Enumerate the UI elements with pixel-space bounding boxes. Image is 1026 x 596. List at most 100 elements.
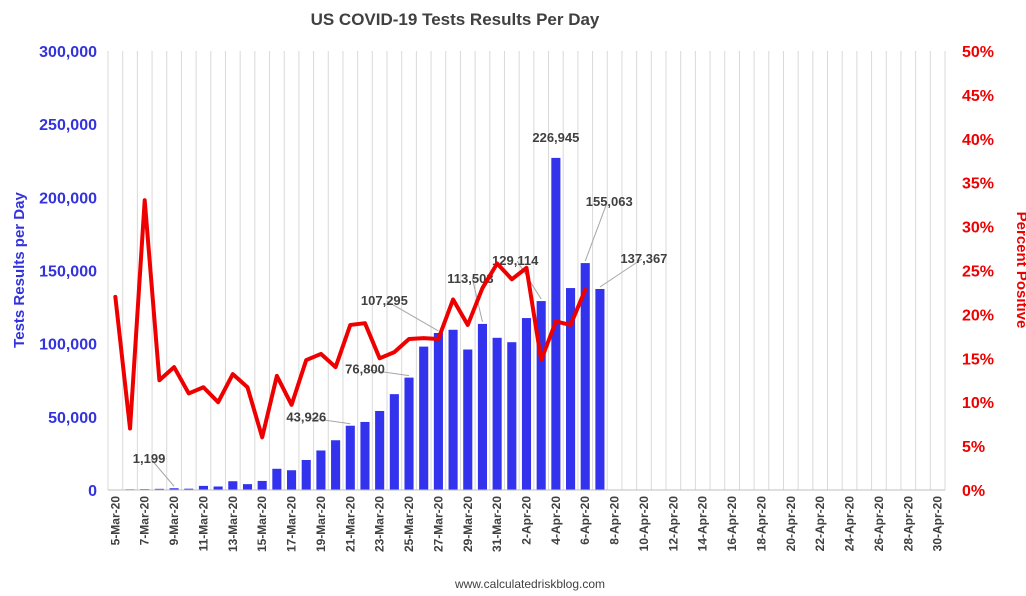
x-tick-label: 6-Apr-20 bbox=[578, 496, 592, 545]
x-tick-label: 2-Apr-20 bbox=[520, 496, 534, 545]
y-tick-label-right: 0% bbox=[962, 483, 985, 500]
y-tick-label-right: 5% bbox=[962, 439, 985, 456]
y-axis-left-title: Tests Results per Day bbox=[11, 192, 28, 348]
data-label: 43,926 bbox=[286, 410, 326, 425]
y-axis-left: 0 50,000 100,000 150,000 200,000 250,000 300,0… bbox=[39, 44, 97, 500]
data-label: 1,199 bbox=[133, 451, 166, 466]
data-label: 76,800 bbox=[345, 362, 385, 377]
percent-positive-line bbox=[113, 198, 588, 440]
x-tick-label: 8-Apr-20 bbox=[608, 496, 622, 545]
bar bbox=[301, 460, 311, 490]
x-tick-label: 15-Mar-20 bbox=[255, 496, 269, 552]
bar bbox=[536, 301, 546, 490]
y-tick-label-right: 45% bbox=[962, 88, 994, 105]
y-tick-label-left: 200,000 bbox=[39, 190, 97, 207]
bar bbox=[213, 486, 223, 490]
y-tick-label-right: 30% bbox=[962, 220, 994, 237]
y-tick-label-left: 150,000 bbox=[39, 264, 97, 281]
bar bbox=[507, 342, 517, 490]
bar bbox=[521, 318, 532, 490]
x-tick-label: 31-Mar-20 bbox=[490, 496, 504, 552]
bar bbox=[404, 377, 414, 490]
bar bbox=[345, 425, 355, 490]
bar bbox=[228, 481, 238, 490]
data-label-leader bbox=[366, 369, 410, 377]
x-tick-label: 30-Apr-20 bbox=[931, 496, 945, 552]
bar bbox=[272, 468, 282, 490]
y-tick-label-left: 250,000 bbox=[39, 117, 97, 134]
x-tick-label: 25-Mar-20 bbox=[402, 496, 416, 552]
y-tick-label-right: 50% bbox=[962, 44, 994, 61]
bar bbox=[463, 349, 473, 490]
bar bbox=[316, 450, 326, 490]
data-label: 137,367 bbox=[620, 251, 667, 266]
line-series bbox=[113, 198, 588, 440]
x-tick-label: 17-Mar-20 bbox=[285, 496, 299, 552]
chart-title: US COVID-19 Tests Results Per Day bbox=[311, 10, 600, 29]
y-tick-label-right: 40% bbox=[962, 132, 994, 149]
bar bbox=[595, 288, 605, 490]
y-tick-label-right: 35% bbox=[962, 176, 994, 193]
y-tick-label-right: 20% bbox=[962, 307, 994, 324]
y-tick-label-left: 300,000 bbox=[39, 44, 97, 61]
x-tick-label: 23-Mar-20 bbox=[373, 496, 387, 552]
data-label: 113,503 bbox=[447, 271, 493, 286]
data-label: 226,945 bbox=[532, 130, 579, 145]
bar bbox=[169, 488, 179, 490]
x-tick-label: 9-Mar-20 bbox=[167, 496, 181, 546]
x-tick-label: 12-Apr-20 bbox=[666, 496, 680, 552]
x-tick-label: 19-Mar-20 bbox=[314, 496, 328, 552]
x-tick-label: 4-Apr-20 bbox=[549, 496, 563, 545]
x-tick-label: 10-Apr-20 bbox=[637, 496, 651, 552]
x-tick-label: 22-Apr-20 bbox=[813, 496, 827, 552]
y-tick-label-left: 100,000 bbox=[39, 337, 97, 354]
x-tick-label: 24-Apr-20 bbox=[843, 496, 857, 552]
bar bbox=[419, 346, 429, 490]
bar bbox=[257, 480, 267, 490]
bar bbox=[448, 329, 458, 490]
bar bbox=[433, 332, 443, 490]
bar bbox=[331, 440, 341, 490]
x-tick-label: 29-Mar-20 bbox=[461, 496, 475, 552]
data-label-leader bbox=[150, 458, 175, 487]
x-tick-label: 20-Apr-20 bbox=[784, 496, 798, 552]
bar bbox=[580, 263, 590, 490]
bar bbox=[566, 288, 576, 490]
bar bbox=[242, 484, 253, 490]
bar bbox=[184, 488, 194, 490]
bar bbox=[198, 485, 208, 490]
x-axis: 5-Mar-20 7-Mar-20 9-Mar-20 11-Mar-20 13-Mar-… bbox=[108, 489, 945, 552]
source-credit: www.calculatedriskblog.com bbox=[454, 577, 605, 591]
bar bbox=[375, 410, 385, 490]
x-tick-label: 11-Mar-20 bbox=[196, 496, 210, 552]
y-axis-right: 0% 5% 10% 15% 20% 25% 30% 35% 40% 45% 50% bbox=[962, 44, 994, 500]
data-label: 129,114 bbox=[492, 253, 539, 268]
data-label: 155,063 bbox=[586, 194, 633, 209]
y-tick-label-left: 0 bbox=[88, 483, 97, 500]
data-label-leader bbox=[584, 201, 608, 262]
y-tick-label-left: 50,000 bbox=[48, 410, 97, 427]
data-label-leader bbox=[308, 417, 351, 425]
x-tick-label: 18-Apr-20 bbox=[754, 496, 768, 552]
x-tick-label: 5-Mar-20 bbox=[108, 496, 122, 546]
bar bbox=[492, 337, 502, 490]
x-tick-label: 28-Apr-20 bbox=[901, 496, 915, 552]
data-label-leader bbox=[599, 258, 643, 288]
y-tick-label-right: 25% bbox=[962, 264, 994, 281]
x-tick-label: 7-Mar-20 bbox=[138, 496, 152, 546]
x-tick-label: 14-Apr-20 bbox=[696, 496, 710, 552]
x-tick-label: 16-Apr-20 bbox=[725, 496, 739, 552]
x-tick-label: 27-Mar-20 bbox=[431, 496, 445, 552]
bar bbox=[360, 421, 370, 490]
y-axis-right-title: Percent Positive bbox=[1013, 212, 1026, 329]
y-tick-label-right: 15% bbox=[962, 351, 994, 368]
bar bbox=[477, 323, 487, 490]
bar bbox=[154, 488, 164, 490]
bar bbox=[287, 470, 297, 490]
data-label-leader bbox=[386, 300, 439, 332]
data-label: 107,295 bbox=[361, 293, 408, 308]
x-tick-label: 26-Apr-20 bbox=[872, 496, 886, 552]
x-tick-label: 13-Mar-20 bbox=[226, 496, 240, 552]
